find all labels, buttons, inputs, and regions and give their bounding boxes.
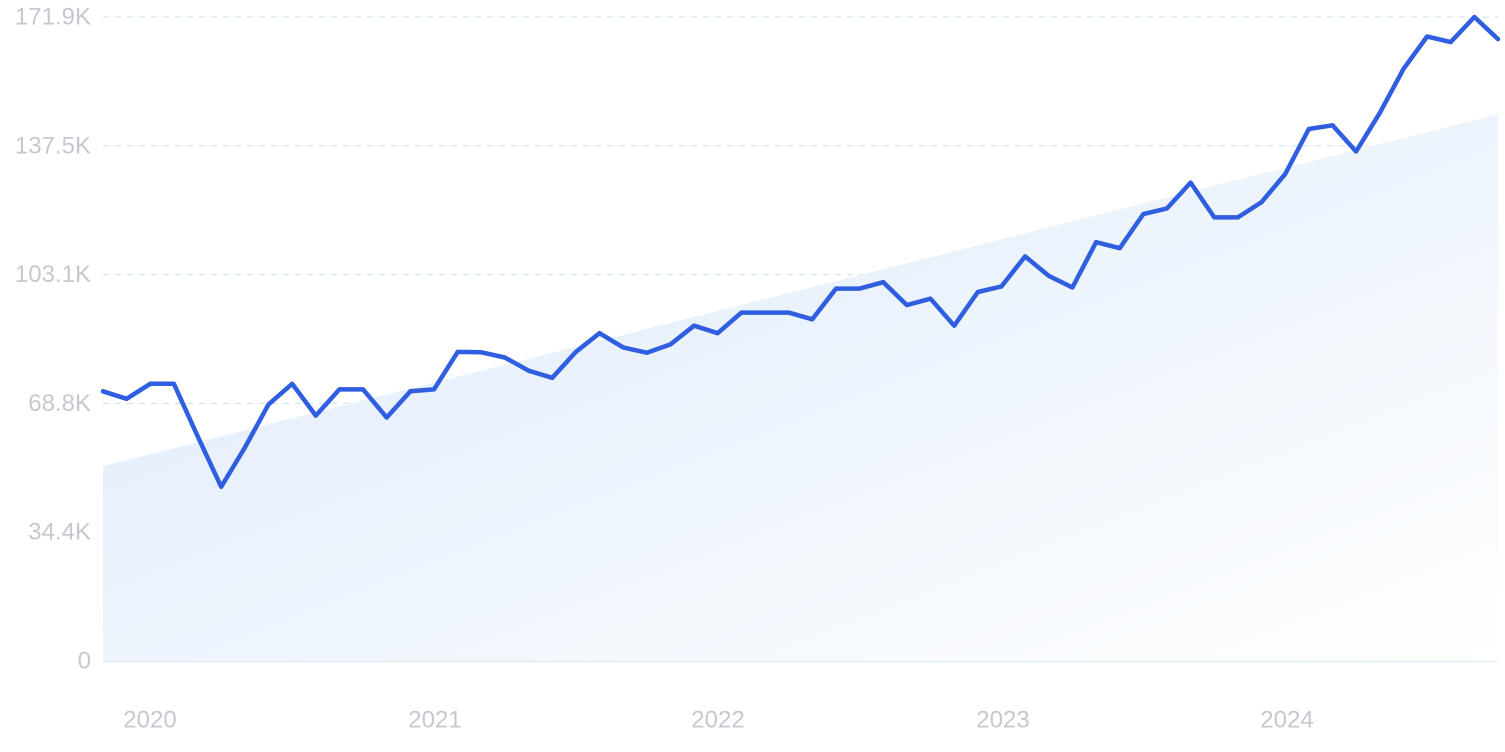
x-axis: 2020 2021 2022 2023 2024 (123, 707, 1313, 734)
trend-layer (103, 114, 1498, 662)
y-tick-label: 137.5K (15, 132, 91, 159)
y-tick-label: 0 (78, 648, 91, 675)
series-layer (100, 14, 1501, 490)
y-tick-label: 34.4K (28, 519, 91, 546)
x-tick-label: 2024 (1260, 707, 1313, 734)
x-tick-label: 2021 (408, 707, 461, 734)
x-tick-label: 2023 (976, 707, 1029, 734)
series-line (100, 14, 1501, 490)
y-tick-label: 68.8K (28, 390, 91, 417)
trend-area (103, 114, 1498, 662)
y-tick-label: 171.9K (15, 4, 91, 31)
x-tick-label: 2022 (691, 707, 744, 734)
y-tick-label: 103.1K (15, 261, 91, 288)
y-axis: 0 34.4K 68.8K 103.1K 137.5K 171.9K (15, 4, 91, 675)
x-tick-label: 2020 (123, 707, 176, 734)
